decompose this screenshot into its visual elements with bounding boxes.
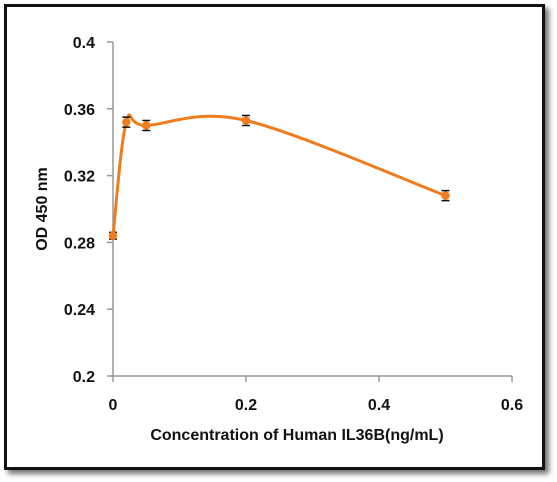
y-tick-label: 0.36 xyxy=(64,102,95,119)
data-point xyxy=(142,121,151,130)
x-tick-label: 0.6 xyxy=(501,397,523,414)
x-tick-label: 0.4 xyxy=(368,397,390,414)
y-tick-label: 0.28 xyxy=(64,235,95,252)
data-point xyxy=(241,116,251,125)
data-point xyxy=(441,191,450,200)
y-axis-title: OD 450 nm xyxy=(34,167,51,251)
x-tick-label: 0.2 xyxy=(235,397,257,414)
y-tick-label: 0.4 xyxy=(73,35,95,52)
data-point xyxy=(122,117,131,127)
x-ticks: 0 0.2 0.4 0.6 xyxy=(109,376,523,414)
data-point xyxy=(108,231,118,240)
data-points xyxy=(108,114,450,240)
series-line xyxy=(111,113,447,238)
y-tick-label: 0.2 xyxy=(73,369,95,386)
x-axis-title: Concentration of Human IL36B(ng/mL) xyxy=(150,427,443,444)
y-ticks: 0.2 0.24 0.28 0.32 0.36 0.4 xyxy=(64,35,113,386)
y-tick-label: 0.32 xyxy=(64,169,95,186)
x-tick-label: 0 xyxy=(109,397,118,414)
chart-frame xyxy=(4,4,545,470)
y-tick-label: 0.24 xyxy=(64,302,95,319)
axes xyxy=(112,42,512,377)
